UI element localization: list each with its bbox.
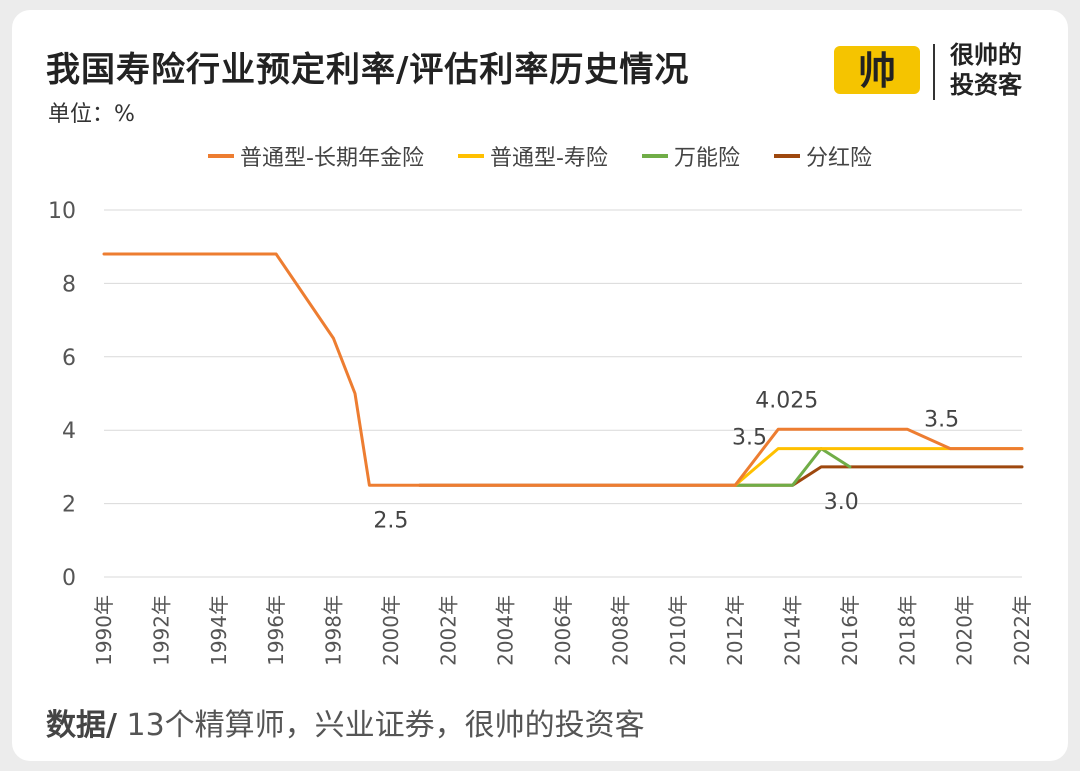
legend-item: 普通型-长期年金险	[208, 140, 424, 172]
series-line	[102, 252, 1024, 487]
y-tick-label: 2	[62, 493, 76, 518]
y-tick-label: 8	[62, 272, 76, 297]
x-tick-label: 2018年	[895, 595, 919, 666]
chart-title: 我国寿险行业预定利率/评估利率历史情况	[46, 50, 690, 90]
data-label: 4.025	[755, 388, 818, 413]
brand-divider	[933, 44, 935, 100]
legend-item: 万能险	[641, 140, 740, 172]
legend-label: 分红险	[805, 146, 872, 171]
legend-swatch	[457, 154, 484, 158]
x-tick-label: 2020年	[953, 595, 977, 666]
x-tick-label: 2008年	[608, 595, 632, 666]
logo-badge	[834, 46, 920, 94]
series-line	[733, 447, 1024, 487]
x-tick-label: 2000年	[379, 595, 403, 666]
x-tick-label: 1996年	[264, 595, 288, 666]
x-tick-label: 1990年	[92, 595, 116, 666]
source-label: 数据/	[46, 708, 117, 743]
x-tick-label: 2006年	[551, 595, 575, 666]
legend-swatch	[641, 154, 668, 158]
data-label: 3.0	[824, 490, 859, 515]
legend-swatch	[208, 154, 235, 158]
brand-line-1: 很帅的	[950, 41, 1022, 69]
y-tick-label: 0	[62, 566, 76, 591]
legend-item: 普通型-寿险	[457, 140, 608, 172]
chart-legend: 普通型-长期年金险 普通型-寿险 万能险 分红险	[0, 140, 1080, 172]
legend-item: 分红险	[773, 140, 872, 172]
series-line	[733, 447, 852, 487]
x-tick-label: 2014年	[781, 595, 805, 666]
x-tick-label: 1998年	[322, 595, 346, 666]
legend-label: 普通型-长期年金险	[240, 146, 424, 171]
y-tick-label: 10	[48, 199, 76, 224]
series-line	[418, 465, 1024, 487]
y-tick-label: 4	[62, 419, 76, 444]
data-label: 2.5	[373, 508, 408, 533]
logo-glyph: 帅	[858, 49, 896, 93]
x-tick-label: 2022年	[1010, 595, 1034, 666]
source-note: 数据/ 13个精算师，兴业证券，很帅的投资客	[46, 700, 645, 744]
data-label: 3.5	[924, 408, 959, 433]
x-tick-label: 2010年	[666, 595, 690, 666]
legend-swatch	[773, 154, 800, 158]
chart-card	[12, 10, 1068, 761]
x-tick-label: 1992年	[149, 595, 173, 666]
source-text: 13个精算师，兴业证券，很帅的投资客	[116, 708, 645, 743]
x-tick-label: 2012年	[723, 595, 747, 666]
unit-label: 单位：%	[48, 102, 135, 127]
y-tick-label: 6	[62, 346, 76, 371]
data-label: 3.5	[732, 426, 767, 451]
x-tick-label: 2002年	[436, 595, 460, 666]
brand-line-2: 投资客	[950, 71, 1022, 99]
x-tick-label: 1994年	[207, 595, 231, 666]
legend-label: 普通型-寿险	[489, 146, 608, 171]
x-tick-label: 2016年	[838, 595, 862, 666]
brand-logo: 帅	[834, 46, 920, 94]
brand-name: 很帅的 投资客	[950, 40, 1040, 100]
legend-label: 万能险	[673, 146, 740, 171]
x-tick-label: 2004年	[494, 595, 518, 666]
